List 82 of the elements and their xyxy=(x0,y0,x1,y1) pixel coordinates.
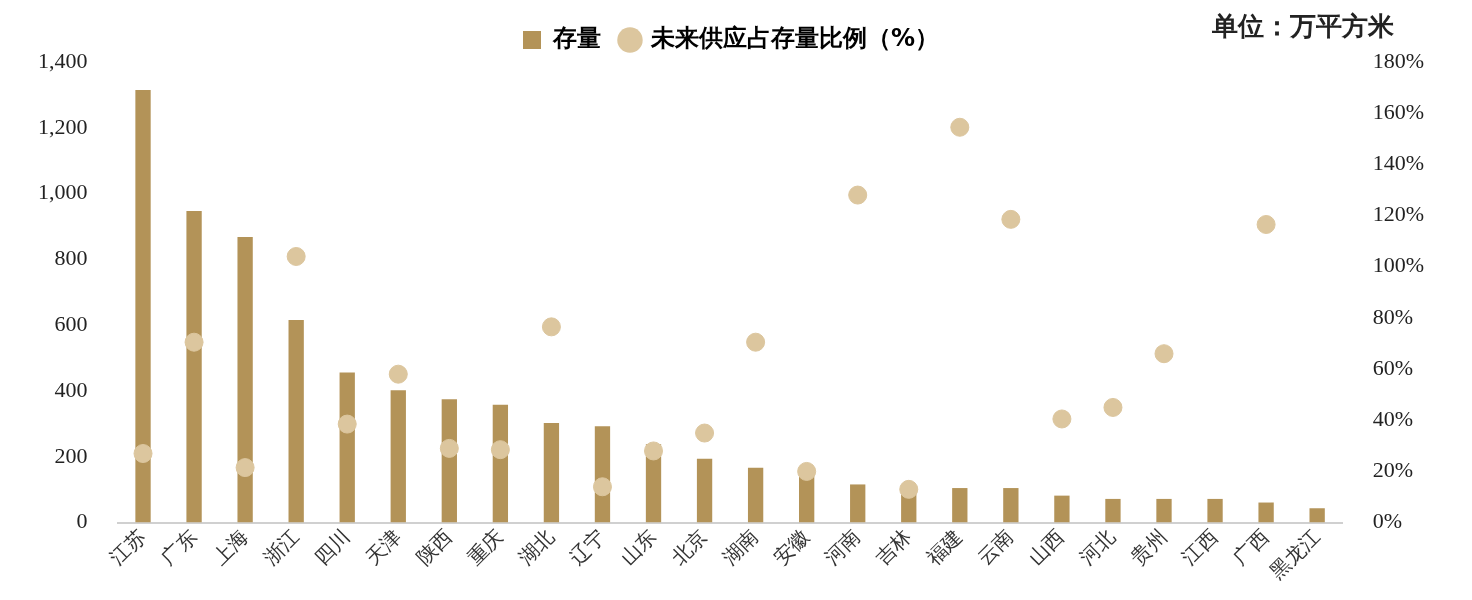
x-tick-label: 福建 xyxy=(921,524,968,570)
bar xyxy=(288,319,304,523)
bar xyxy=(1105,498,1121,523)
y2-tick-label: 60% xyxy=(1372,354,1413,380)
y-tick-label: 200 xyxy=(54,442,88,468)
point xyxy=(439,438,459,458)
y-tick-label: 800 xyxy=(54,245,88,271)
bar xyxy=(747,467,764,523)
x-tick-label: 江西 xyxy=(1177,524,1223,570)
bar xyxy=(186,211,202,523)
point xyxy=(388,364,408,384)
y2-tick-label: 40% xyxy=(1372,406,1413,432)
bar xyxy=(696,458,713,523)
bar xyxy=(237,237,253,523)
point xyxy=(286,246,306,266)
point xyxy=(592,477,612,497)
bar xyxy=(1156,498,1172,523)
bar xyxy=(952,488,968,523)
x-tick-label: 贵州 xyxy=(1125,524,1172,570)
x-tick-label: 山西 xyxy=(1023,524,1070,570)
point xyxy=(695,423,715,443)
y2-tick-label: 140% xyxy=(1372,150,1424,176)
x-tick-label: 四川 xyxy=(309,524,355,570)
point xyxy=(1256,214,1276,234)
point xyxy=(746,332,766,352)
y2-tick-label: 100% xyxy=(1372,252,1424,278)
point xyxy=(133,444,153,464)
bar xyxy=(1207,498,1223,523)
y-tick-label: 0 xyxy=(76,508,88,534)
bar xyxy=(1003,488,1019,523)
bar xyxy=(1054,495,1070,523)
bar xyxy=(543,422,560,523)
x-tick-label: 北京 xyxy=(666,524,712,570)
y-tick-label: 1,400 xyxy=(38,47,88,73)
point xyxy=(235,458,255,478)
x-tick-label: 河北 xyxy=(1074,524,1121,570)
point xyxy=(950,117,970,137)
x-tick-label: 重庆 xyxy=(462,524,508,570)
y2-tick-label: 160% xyxy=(1372,98,1424,124)
x-tick-label: 江苏 xyxy=(104,524,151,570)
x-tick-label: 安徽 xyxy=(768,524,814,570)
point xyxy=(490,440,510,460)
x-tick-label: 山东 xyxy=(615,524,661,570)
x-tick-label: 上海 xyxy=(207,524,253,570)
point xyxy=(184,332,204,352)
x-tick-label: 浙江 xyxy=(258,524,304,570)
x-tick-label: 湖南 xyxy=(717,524,763,570)
x-tick-label: 湖北 xyxy=(513,524,559,570)
y-tick-label: 1,200 xyxy=(38,113,88,139)
point xyxy=(1001,209,1021,229)
bar xyxy=(390,390,406,523)
y-tick-label: 400 xyxy=(54,376,88,402)
y2-tick-label: 0% xyxy=(1372,508,1402,534)
y-tick-label: 600 xyxy=(54,310,88,336)
bar xyxy=(1309,508,1325,523)
x-tick-label: 辽宁 xyxy=(564,524,610,570)
bar xyxy=(850,484,866,523)
point xyxy=(1103,397,1123,417)
x-tick-label: 吉林 xyxy=(870,524,916,570)
bar xyxy=(1258,502,1274,523)
y2-tick-label: 120% xyxy=(1372,201,1424,227)
y2-tick-label: 20% xyxy=(1372,457,1413,483)
text: 单位：万平方米 xyxy=(1211,10,1394,41)
x-tick-label: 河南 xyxy=(819,524,865,570)
point xyxy=(337,414,357,434)
y2-tick-label: 80% xyxy=(1372,303,1413,329)
y-tick-label: 1,000 xyxy=(38,179,88,205)
point xyxy=(899,479,919,499)
point xyxy=(644,441,664,461)
point xyxy=(541,317,561,337)
point xyxy=(797,461,817,481)
bar xyxy=(135,89,151,523)
x-tick-label: 陕西 xyxy=(411,524,457,570)
point xyxy=(1052,409,1072,429)
legend-label: 未来供应占存量比例（%） xyxy=(649,24,940,53)
x-tick-label: 天津 xyxy=(360,524,406,570)
point xyxy=(1154,344,1174,364)
x-tick-label: 广东 xyxy=(156,524,202,570)
x-tick-label: 云南 xyxy=(972,524,1019,570)
y2-tick-label: 180% xyxy=(1372,47,1424,73)
point xyxy=(848,185,868,205)
legend-label: 存量 xyxy=(551,24,601,53)
